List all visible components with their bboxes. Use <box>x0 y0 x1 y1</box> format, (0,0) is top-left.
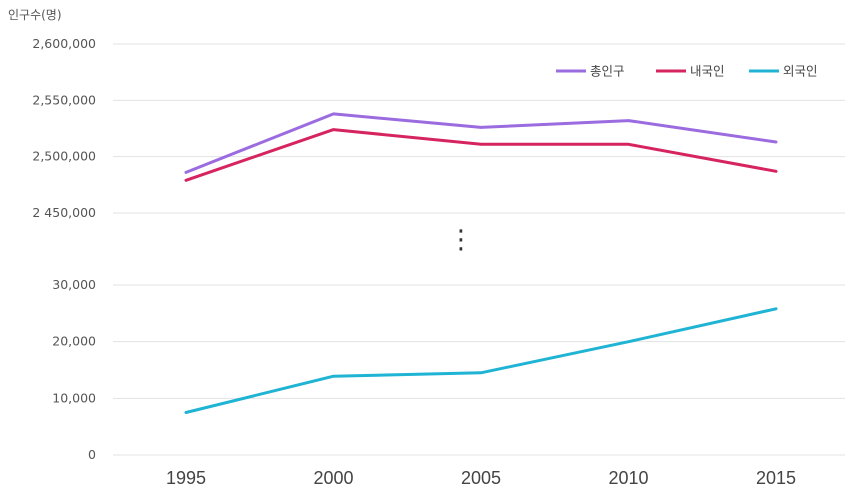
legend: 총인구 내국인 외국인 <box>556 64 818 79</box>
y-tick-label: 2,600,000 <box>32 36 96 51</box>
legend-label: 내국인 <box>690 64 725 79</box>
y-tick-labels: 2,600,000 2,550,000 2,500,000 2 450,000 30,0… <box>32 36 96 462</box>
x-tick-label: 2010 <box>608 468 648 488</box>
y-axis-unit-label: 인구수(명) <box>8 8 62 22</box>
axis-break-marker: ⋮ <box>448 225 474 255</box>
y-tick-label: 20,000 <box>52 334 96 349</box>
y-tick-label: 10,000 <box>52 390 96 405</box>
y-tick-label: 2 450,000 <box>32 205 96 220</box>
x-tick-label: 2015 <box>756 468 796 488</box>
x-tick-label: 1995 <box>166 468 206 488</box>
x-tick-labels: 1995 2000 2005 2010 2015 <box>166 468 796 488</box>
x-tick-label: 2005 <box>461 468 501 488</box>
x-tick-label: 2000 <box>313 468 353 488</box>
y-tick-label: 30,000 <box>52 277 96 292</box>
series-line <box>184 128 778 182</box>
series-lines <box>184 112 778 414</box>
y-tick-label: 2,500,000 <box>32 149 96 164</box>
y-tick-label: 0 <box>88 447 96 462</box>
series-line <box>184 112 778 174</box>
legend-label: 총인구 <box>590 64 625 79</box>
legend-label: 외국인 <box>783 64 818 79</box>
grid-lines <box>113 43 845 456</box>
y-tick-label: 2,550,000 <box>32 92 96 107</box>
series-line <box>184 307 778 414</box>
